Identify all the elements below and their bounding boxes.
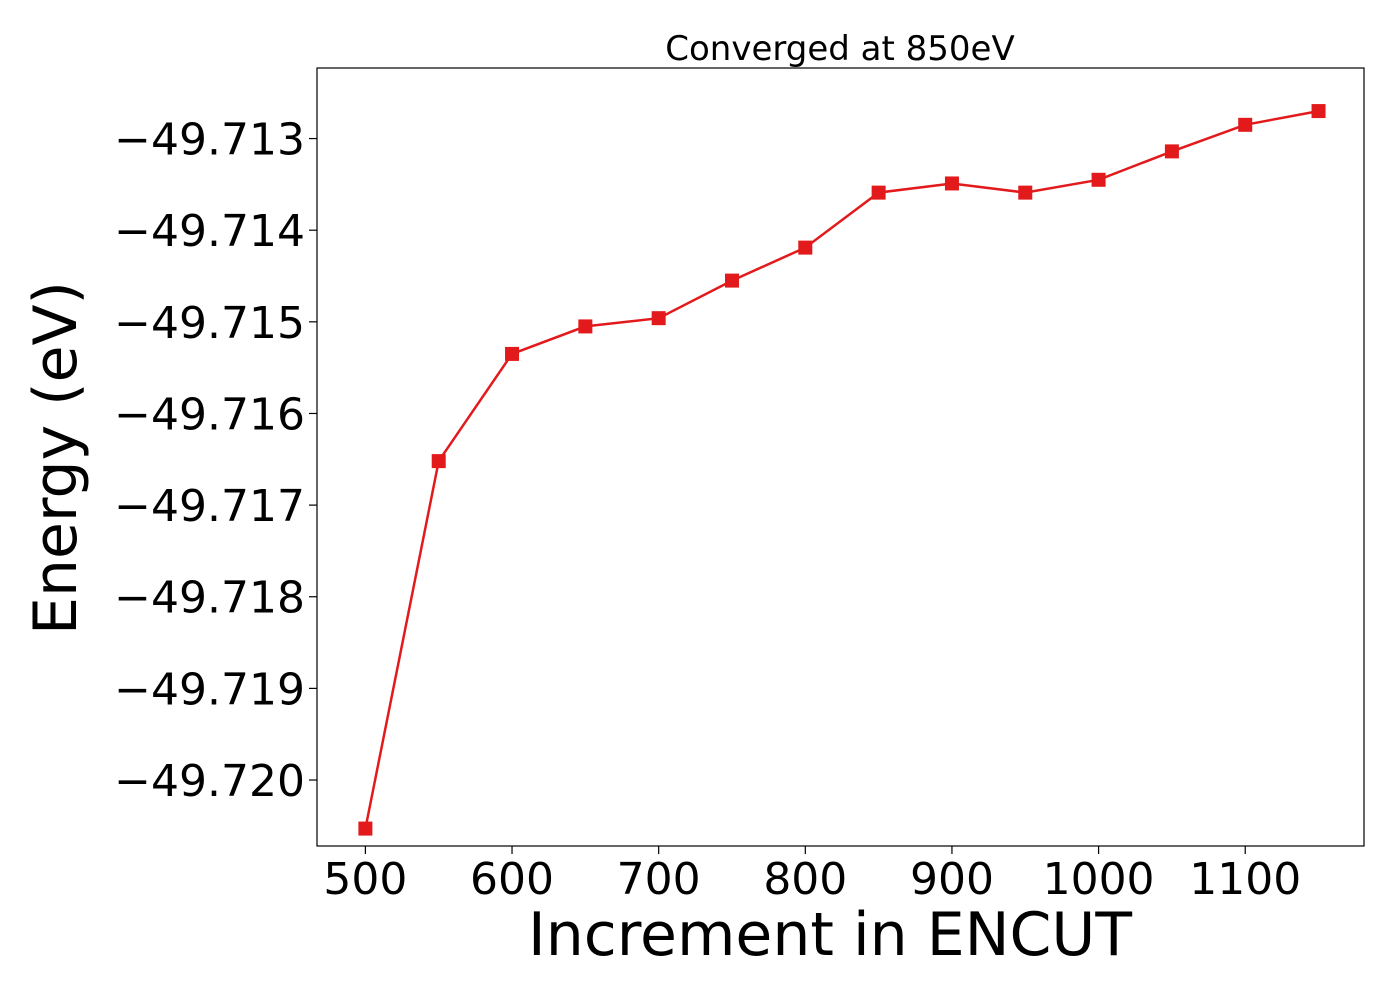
- x-tick-label: 500: [323, 854, 407, 905]
- data-point-marker: [1091, 172, 1106, 187]
- data-point-marker: [1238, 117, 1253, 132]
- data-point-marker: [1018, 185, 1033, 200]
- data-point-marker: [724, 273, 739, 288]
- x-tick-label: 1000: [1043, 854, 1155, 905]
- data-point-marker: [1311, 104, 1326, 119]
- y-tick-label: −49.716: [114, 389, 305, 440]
- y-tick-label: −49.717: [114, 481, 305, 532]
- y-tick-label: −49.715: [114, 298, 305, 349]
- y-tick-label: −49.718: [114, 573, 305, 624]
- series-layer: [358, 104, 1326, 836]
- chart-title: Converged at 850eV: [665, 29, 1014, 69]
- y-tick-label: −49.719: [114, 664, 305, 715]
- x-tick-label: 600: [470, 854, 554, 905]
- y-tick-label: −49.720: [114, 756, 305, 807]
- x-tick-label: 900: [910, 854, 994, 905]
- data-point-marker: [651, 311, 666, 326]
- data-point-marker: [798, 240, 813, 255]
- data-point-marker: [358, 821, 373, 836]
- x-tick-label: 700: [617, 854, 701, 905]
- data-point-marker: [944, 176, 959, 191]
- series-line: [364, 109, 1319, 829]
- x-tick-label: 800: [763, 854, 847, 905]
- y-tick-label: −49.714: [114, 206, 305, 257]
- y-tick-label: −49.713: [114, 115, 305, 166]
- data-point-marker: [505, 346, 520, 361]
- data-point-marker: [431, 454, 446, 469]
- data-point-marker: [1164, 144, 1179, 159]
- y-axis-label: Energy (eV): [21, 281, 91, 635]
- x-tick-label: 1100: [1189, 854, 1301, 905]
- x-axis-ticks: 500 600 700 800 900 1000 1100: [323, 846, 1301, 905]
- plot-area-frame: [316, 67, 1365, 847]
- data-point-marker: [871, 185, 886, 200]
- x-axis-label: Increment in ENCUT: [528, 900, 1132, 970]
- data-point-marker: [578, 319, 593, 334]
- y-axis-ticks: −49.713 −49.714 −49.715 −49.716 −49.717 −49.7…: [114, 115, 317, 807]
